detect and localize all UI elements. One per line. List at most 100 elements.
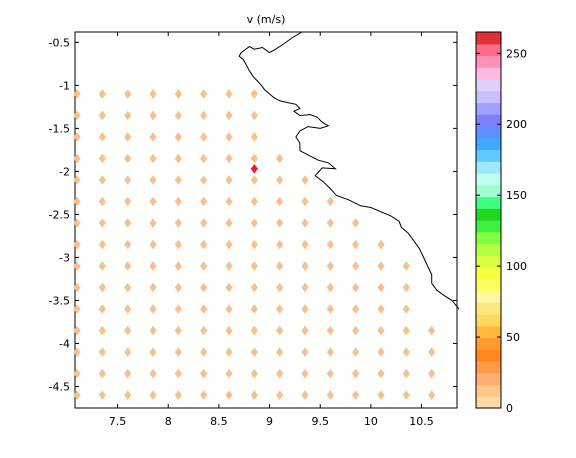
data-point bbox=[73, 390, 81, 400]
data-point bbox=[174, 368, 182, 379]
data-point bbox=[149, 347, 157, 357]
colorbar-tick-label: 250 bbox=[506, 47, 527, 60]
data-point bbox=[200, 110, 208, 121]
colorbar-band bbox=[476, 114, 501, 127]
data-point bbox=[174, 347, 182, 357]
colorbar-band bbox=[476, 67, 501, 80]
data-point bbox=[377, 304, 385, 314]
data-point bbox=[402, 282, 410, 293]
data-point bbox=[98, 175, 106, 185]
data-point bbox=[73, 282, 81, 293]
data-point bbox=[276, 175, 284, 185]
colorbar-tick-label: 150 bbox=[506, 189, 527, 202]
data-point bbox=[225, 153, 233, 164]
data-point bbox=[73, 347, 81, 357]
data-point bbox=[200, 153, 208, 164]
data-point bbox=[149, 89, 157, 99]
y-tick-label: -4 bbox=[59, 337, 70, 350]
data-point bbox=[225, 89, 233, 99]
data-point bbox=[124, 347, 132, 357]
data-point bbox=[225, 368, 233, 379]
colorbar-band bbox=[476, 79, 501, 92]
data-point bbox=[124, 132, 132, 142]
data-point bbox=[301, 282, 309, 293]
data-point bbox=[301, 218, 309, 228]
data-point bbox=[428, 325, 436, 336]
data-point bbox=[377, 282, 385, 293]
data-point bbox=[149, 304, 157, 314]
data-point bbox=[149, 110, 157, 121]
y-tick-label: -1 bbox=[59, 79, 70, 92]
data-point bbox=[124, 390, 132, 400]
coastline-layer bbox=[238, 31, 460, 310]
colorbar-band bbox=[476, 161, 501, 174]
data-point bbox=[200, 390, 208, 400]
data-point bbox=[276, 218, 284, 228]
data-point bbox=[124, 175, 132, 185]
x-tick-label: 8.5 bbox=[210, 415, 228, 428]
colorbar-band bbox=[476, 55, 501, 68]
data-point bbox=[124, 196, 132, 207]
data-point bbox=[174, 282, 182, 293]
data-point bbox=[250, 261, 258, 271]
data-point bbox=[402, 390, 410, 400]
colorbar-band bbox=[476, 102, 501, 115]
data-point bbox=[225, 390, 233, 400]
x-tick-label: 9 bbox=[266, 415, 273, 428]
data-point bbox=[200, 132, 208, 142]
data-point bbox=[428, 390, 436, 400]
coastline bbox=[238, 31, 460, 310]
data-point bbox=[174, 325, 182, 336]
data-point bbox=[124, 261, 132, 271]
plot-area: 7.5 8 8.5 9 9.5 10 10.5 -0.5 -1 -1.5 -2 -2.5 -3 -3.5… bbox=[49, 31, 460, 428]
colorbar-band bbox=[476, 384, 501, 397]
data-point bbox=[98, 390, 106, 400]
data-point bbox=[73, 175, 81, 185]
data-point bbox=[250, 239, 258, 250]
colorbar-frame bbox=[475, 31, 502, 409]
data-point bbox=[276, 239, 284, 250]
data-point bbox=[402, 261, 410, 271]
data-point bbox=[73, 261, 81, 271]
y-tick-label: -4.5 bbox=[49, 380, 70, 393]
data-point bbox=[73, 239, 81, 250]
colorbar-band bbox=[476, 173, 501, 186]
data-point bbox=[174, 390, 182, 400]
data-point bbox=[98, 261, 106, 271]
data-point bbox=[402, 368, 410, 379]
data-point bbox=[174, 261, 182, 271]
data-point bbox=[98, 218, 106, 228]
data-point bbox=[301, 368, 309, 379]
colorbar-band bbox=[476, 90, 501, 104]
data-point bbox=[428, 347, 436, 357]
data-point bbox=[174, 304, 182, 314]
data-point bbox=[200, 218, 208, 228]
colorbar-band bbox=[476, 208, 501, 221]
data-point bbox=[377, 325, 385, 336]
data-point bbox=[377, 261, 385, 271]
data-point bbox=[301, 304, 309, 314]
colorbar-band bbox=[476, 243, 501, 256]
colorbar-band bbox=[476, 267, 501, 280]
y-tick-label: -2 bbox=[59, 165, 70, 178]
colorbar-band bbox=[476, 278, 501, 292]
colorbar-band bbox=[476, 302, 501, 315]
data-point bbox=[225, 347, 233, 357]
data-point bbox=[301, 390, 309, 400]
data-point bbox=[73, 218, 81, 228]
data-point bbox=[250, 304, 258, 314]
data-point bbox=[174, 132, 182, 142]
data-point bbox=[276, 368, 284, 379]
data-point bbox=[124, 325, 132, 336]
data-point bbox=[149, 390, 157, 400]
data-point bbox=[174, 196, 182, 207]
data-point bbox=[250, 110, 258, 121]
data-point bbox=[352, 347, 360, 357]
data-point bbox=[377, 368, 385, 379]
x-tick-label: 8 bbox=[165, 415, 172, 428]
data-point bbox=[276, 325, 284, 336]
data-point bbox=[225, 325, 233, 336]
data-point bbox=[200, 325, 208, 336]
data-point bbox=[200, 89, 208, 99]
data-point bbox=[124, 110, 132, 121]
